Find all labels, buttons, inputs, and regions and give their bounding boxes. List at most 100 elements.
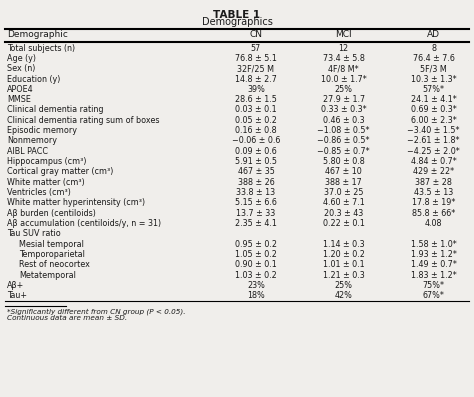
Text: Mesial temporal: Mesial temporal: [19, 240, 84, 249]
Text: 0.09 ± 0.6: 0.09 ± 0.6: [235, 147, 277, 156]
Text: White matter hyperintensity (cm³): White matter hyperintensity (cm³): [7, 198, 145, 207]
Text: White matter (cm³): White matter (cm³): [7, 178, 85, 187]
Text: 1.20 ± 0.2: 1.20 ± 0.2: [323, 250, 365, 259]
Text: −4.25 ± 2.0*: −4.25 ± 2.0*: [407, 147, 460, 156]
Text: Episodic memory: Episodic memory: [7, 126, 77, 135]
Text: Tau SUV ratio: Tau SUV ratio: [7, 229, 61, 238]
Text: 20.3 ± 43: 20.3 ± 43: [324, 209, 363, 218]
Text: 57: 57: [251, 44, 261, 52]
Text: 73.4 ± 5.8: 73.4 ± 5.8: [323, 54, 365, 63]
Text: Tau+: Tau+: [7, 291, 27, 300]
Text: 32F/25 M: 32F/25 M: [237, 64, 274, 73]
Text: 67%*: 67%*: [423, 291, 445, 300]
Text: 0.16 ± 0.8: 0.16 ± 0.8: [235, 126, 277, 135]
Text: 5.15 ± 6.6: 5.15 ± 6.6: [235, 198, 277, 207]
Text: 25%: 25%: [335, 85, 353, 94]
Text: 76.8 ± 5.1: 76.8 ± 5.1: [235, 54, 277, 63]
Text: Education (y): Education (y): [7, 75, 61, 83]
Text: Total subjects (n): Total subjects (n): [7, 44, 75, 52]
Text: 0.05 ± 0.2: 0.05 ± 0.2: [235, 116, 277, 125]
Text: Rest of neocortex: Rest of neocortex: [19, 260, 90, 269]
Text: MCI: MCI: [335, 30, 352, 39]
Text: Demographic: Demographic: [7, 30, 68, 39]
Text: 4F/8 M*: 4F/8 M*: [328, 64, 359, 73]
Text: 4.84 ± 0.7*: 4.84 ± 0.7*: [411, 157, 456, 166]
Text: 467 ± 35: 467 ± 35: [237, 168, 274, 176]
Text: 39%: 39%: [247, 85, 265, 94]
Text: 0.69 ± 0.3*: 0.69 ± 0.3*: [411, 106, 456, 114]
Text: 85.8 ± 66*: 85.8 ± 66*: [412, 209, 456, 218]
Text: −2.61 ± 1.8*: −2.61 ± 1.8*: [408, 137, 460, 145]
Text: CN: CN: [249, 30, 263, 39]
Text: 4.08: 4.08: [425, 219, 442, 228]
Text: 1.03 ± 0.2: 1.03 ± 0.2: [235, 271, 277, 279]
Text: Aβ accumulation (centiloids/y, n = 31): Aβ accumulation (centiloids/y, n = 31): [7, 219, 161, 228]
Text: 1.05 ± 0.2: 1.05 ± 0.2: [235, 250, 277, 259]
Text: 57%*: 57%*: [423, 85, 445, 94]
Text: 1.49 ± 0.7*: 1.49 ± 0.7*: [411, 260, 456, 269]
Text: 28.6 ± 1.5: 28.6 ± 1.5: [235, 95, 277, 104]
Text: 17.8 ± 19*: 17.8 ± 19*: [412, 198, 456, 207]
Text: Nonmemory: Nonmemory: [7, 137, 57, 145]
Text: Clinical dementia rating: Clinical dementia rating: [7, 106, 104, 114]
Text: 23%: 23%: [247, 281, 265, 290]
Text: 25%: 25%: [335, 281, 353, 290]
Text: 0.22 ± 0.1: 0.22 ± 0.1: [323, 219, 365, 228]
Text: 8: 8: [431, 44, 436, 52]
Text: 43.5 ± 13: 43.5 ± 13: [414, 188, 453, 197]
Text: 388 ± 26: 388 ± 26: [237, 178, 274, 187]
Text: 0.46 ± 0.3: 0.46 ± 0.3: [323, 116, 365, 125]
Text: APOE4: APOE4: [7, 85, 34, 94]
Text: −0.85 ± 0.7*: −0.85 ± 0.7*: [317, 147, 370, 156]
Text: Aβ burden (centiloids): Aβ burden (centiloids): [7, 209, 96, 218]
Text: 13.7 ± 33: 13.7 ± 33: [237, 209, 275, 218]
Text: AD: AD: [427, 30, 440, 39]
Text: 76.4 ± 7.6: 76.4 ± 7.6: [413, 54, 455, 63]
Text: 388 ± 17: 388 ± 17: [325, 178, 362, 187]
Text: −0.86 ± 0.5*: −0.86 ± 0.5*: [318, 137, 370, 145]
Text: 0.90 ± 0.1: 0.90 ± 0.1: [235, 260, 277, 269]
Text: Hippocampus (cm³): Hippocampus (cm³): [7, 157, 87, 166]
Text: 1.83 ± 1.2*: 1.83 ± 1.2*: [411, 271, 456, 279]
Text: 467 ± 10: 467 ± 10: [325, 168, 362, 176]
Text: 37.0 ± 25: 37.0 ± 25: [324, 188, 364, 197]
Text: 1.93 ± 1.2*: 1.93 ± 1.2*: [411, 250, 456, 259]
Text: 4.60 ± 7.1: 4.60 ± 7.1: [323, 198, 365, 207]
Text: 24.1 ± 4.1*: 24.1 ± 4.1*: [411, 95, 456, 104]
Text: MMSE: MMSE: [7, 95, 31, 104]
Text: 1.14 ± 0.3: 1.14 ± 0.3: [323, 240, 365, 249]
Text: 0.33 ± 0.3*: 0.33 ± 0.3*: [321, 106, 366, 114]
Text: 27.9 ± 1.7: 27.9 ± 1.7: [323, 95, 365, 104]
Text: 75%*: 75%*: [423, 281, 445, 290]
Text: Clinical dementia rating sum of boxes: Clinical dementia rating sum of boxes: [7, 116, 160, 125]
Text: Ventricles (cm³): Ventricles (cm³): [7, 188, 71, 197]
Text: 12: 12: [338, 44, 349, 52]
Text: Metatemporal: Metatemporal: [19, 271, 76, 279]
Text: 14.8 ± 2.7: 14.8 ± 2.7: [235, 75, 277, 83]
Text: TABLE 1: TABLE 1: [213, 10, 261, 20]
Text: 5.91 ± 0.5: 5.91 ± 0.5: [235, 157, 277, 166]
Text: 0.95 ± 0.2: 0.95 ± 0.2: [235, 240, 277, 249]
Text: 42%: 42%: [335, 291, 353, 300]
Text: 33.8 ± 13: 33.8 ± 13: [237, 188, 275, 197]
Text: 18%: 18%: [247, 291, 265, 300]
Text: 6.00 ± 2.3*: 6.00 ± 2.3*: [411, 116, 456, 125]
Text: Temporoparietal: Temporoparietal: [19, 250, 85, 259]
Text: Demographics: Demographics: [201, 17, 273, 27]
Text: 1.21 ± 0.3: 1.21 ± 0.3: [323, 271, 365, 279]
Text: −3.40 ± 1.5*: −3.40 ± 1.5*: [408, 126, 460, 135]
Text: AIBL PACC: AIBL PACC: [7, 147, 48, 156]
Text: Cortical gray matter (cm³): Cortical gray matter (cm³): [7, 168, 113, 176]
Text: 1.01 ± 0.1: 1.01 ± 0.1: [323, 260, 365, 269]
Text: Sex (n): Sex (n): [7, 64, 36, 73]
Text: 10.0 ± 1.7*: 10.0 ± 1.7*: [321, 75, 366, 83]
Text: 5F/3 M: 5F/3 M: [420, 64, 447, 73]
Text: 387 ± 28: 387 ± 28: [415, 178, 452, 187]
Text: 5.80 ± 0.8: 5.80 ± 0.8: [323, 157, 365, 166]
Text: 429 ± 22*: 429 ± 22*: [413, 168, 454, 176]
Text: Aβ+: Aβ+: [7, 281, 24, 290]
Text: Age (y): Age (y): [7, 54, 36, 63]
Text: −1.08 ± 0.5*: −1.08 ± 0.5*: [318, 126, 370, 135]
Text: 0.03 ± 0.1: 0.03 ± 0.1: [235, 106, 277, 114]
Text: 1.58 ± 1.0*: 1.58 ± 1.0*: [411, 240, 456, 249]
